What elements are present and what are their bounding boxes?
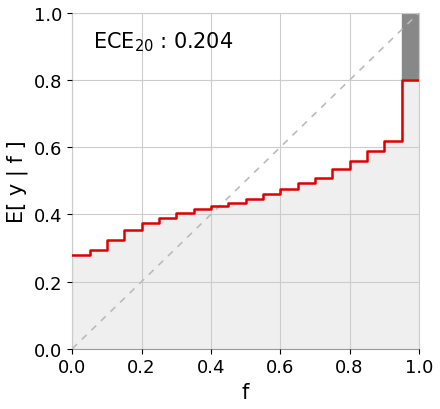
Y-axis label: E[ y | f ]: E[ y | f ] xyxy=(7,140,29,222)
X-axis label: f: f xyxy=(242,382,249,402)
Text: ECE$_{20}$ : 0.204: ECE$_{20}$ : 0.204 xyxy=(93,31,233,54)
